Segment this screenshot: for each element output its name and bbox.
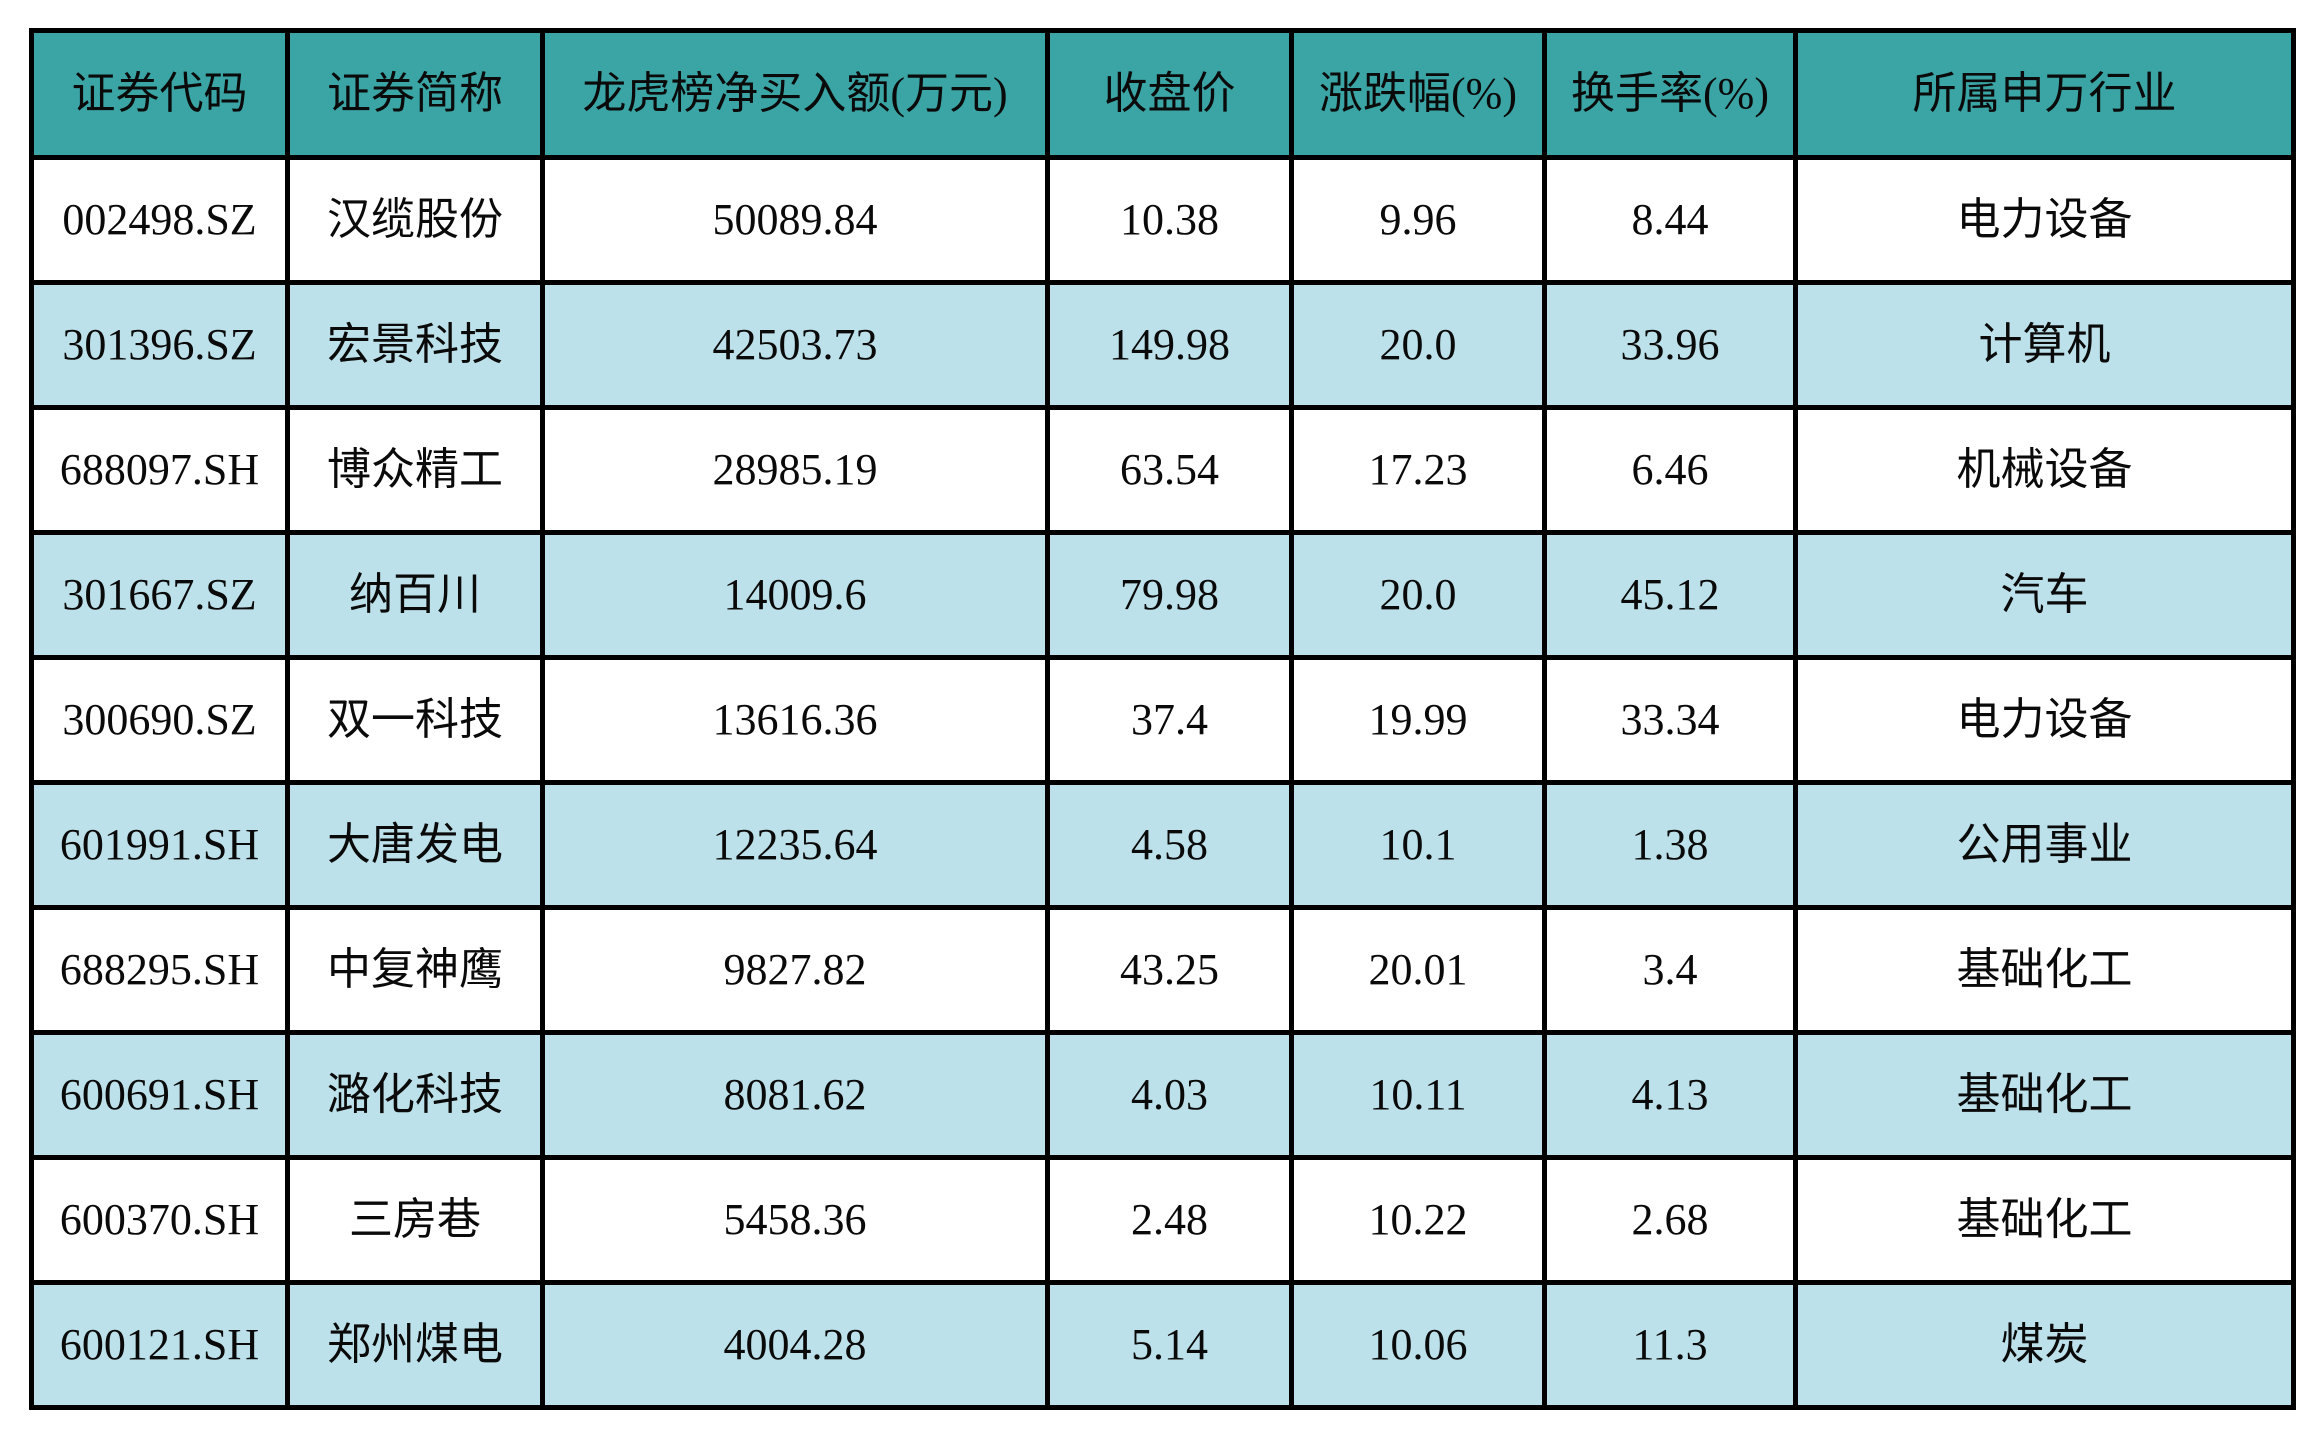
cell-close-price: 37.4: [1045, 655, 1294, 785]
cell-turnover-rate: 45.12: [1542, 530, 1798, 660]
cell-change-percent: 9.96: [1289, 155, 1547, 285]
cell-turnover-rate: 2.68: [1542, 1155, 1798, 1285]
cell-sw-industry: 机械设备: [1793, 405, 2296, 535]
cell-security-name: 宏景科技: [285, 280, 545, 410]
cell-security-name: 潞化科技: [285, 1030, 545, 1160]
cell-security-name: 汉缆股份: [285, 155, 545, 285]
cell-change-percent: 20.0: [1289, 530, 1547, 660]
cell-close-price: 5.14: [1045, 1280, 1294, 1410]
cell-change-percent: 17.23: [1289, 405, 1547, 535]
cell-security-code: 300690.SZ: [29, 655, 290, 785]
column-header-close-price: 收盘价: [1045, 28, 1294, 160]
column-header-net-buy-amount: 龙虎榜净买入额(万元): [540, 28, 1050, 160]
cell-security-name: 纳百川: [285, 530, 545, 660]
cell-change-percent: 19.99: [1289, 655, 1547, 785]
cell-security-name: 双一科技: [285, 655, 545, 785]
cell-security-name: 三房巷: [285, 1155, 545, 1285]
cell-close-price: 10.38: [1045, 155, 1294, 285]
cell-sw-industry: 煤炭: [1793, 1280, 2296, 1410]
cell-security-code: 002498.SZ: [29, 155, 290, 285]
cell-change-percent: 10.06: [1289, 1280, 1547, 1410]
table-row: 301667.SZ 纳百川 14009.6 79.98 20.0 45.12 汽车: [29, 530, 2296, 660]
cell-close-price: 43.25: [1045, 905, 1294, 1035]
cell-net-buy-amount: 13616.36: [540, 655, 1050, 785]
cell-security-name: 大唐发电: [285, 780, 545, 910]
cell-turnover-rate: 33.34: [1542, 655, 1798, 785]
table-header: 证券代码 证券简称 龙虎榜净买入额(万元) 收盘价 涨跌幅(%) 换手率(%) 所属申万行业: [29, 28, 2296, 160]
cell-security-code: 601991.SH: [29, 780, 290, 910]
cell-net-buy-amount: 50089.84: [540, 155, 1050, 285]
cell-security-code: 688295.SH: [29, 905, 290, 1035]
cell-net-buy-amount: 14009.6: [540, 530, 1050, 660]
column-header-change-percent: 涨跌幅(%): [1289, 28, 1547, 160]
cell-security-name: 博众精工: [285, 405, 545, 535]
cell-net-buy-amount: 9827.82: [540, 905, 1050, 1035]
cell-change-percent: 10.22: [1289, 1155, 1547, 1285]
cell-security-code: 301396.SZ: [29, 280, 290, 410]
header-row: 证券代码 证券简称 龙虎榜净买入额(万元) 收盘价 涨跌幅(%) 换手率(%) 所属申万行业: [29, 28, 2296, 160]
table-row: 600691.SH 潞化科技 8081.62 4.03 10.11 4.13 基础化工: [29, 1030, 2296, 1160]
table-row: 300690.SZ 双一科技 13616.36 37.4 19.99 33.34 电力设备: [29, 655, 2296, 785]
table-body: 002498.SZ 汉缆股份 50089.84 10.38 9.96 8.44 电力设备 30…: [29, 155, 2296, 1410]
cell-close-price: 149.98: [1045, 280, 1294, 410]
cell-net-buy-amount: 5458.36: [540, 1155, 1050, 1285]
cell-security-code: 600121.SH: [29, 1280, 290, 1410]
cell-sw-industry: 计算机: [1793, 280, 2296, 410]
table-row: 688097.SH 博众精工 28985.19 63.54 17.23 6.46 机械设备: [29, 405, 2296, 535]
cell-net-buy-amount: 8081.62: [540, 1030, 1050, 1160]
cell-sw-industry: 基础化工: [1793, 1030, 2296, 1160]
column-header-sw-industry: 所属申万行业: [1793, 28, 2296, 160]
cell-net-buy-amount: 4004.28: [540, 1280, 1050, 1410]
table-row: 002498.SZ 汉缆股份 50089.84 10.38 9.96 8.44 电力设备: [29, 155, 2296, 285]
cell-sw-industry: 汽车: [1793, 530, 2296, 660]
cell-security-code: 600370.SH: [29, 1155, 290, 1285]
table-row: 301396.SZ 宏景科技 42503.73 149.98 20.0 33.96 计算机: [29, 280, 2296, 410]
table-row: 601991.SH 大唐发电 12235.64 4.58 10.1 1.38 公用事业: [29, 780, 2296, 910]
cell-turnover-rate: 6.46: [1542, 405, 1798, 535]
cell-turnover-rate: 8.44: [1542, 155, 1798, 285]
cell-net-buy-amount: 12235.64: [540, 780, 1050, 910]
cell-close-price: 2.48: [1045, 1155, 1294, 1285]
cell-turnover-rate: 4.13: [1542, 1030, 1798, 1160]
table-row: 688295.SH 中复神鹰 9827.82 43.25 20.01 3.4 基础化工: [29, 905, 2296, 1035]
cell-security-name: 中复神鹰: [285, 905, 545, 1035]
cell-turnover-rate: 33.96: [1542, 280, 1798, 410]
cell-net-buy-amount: 28985.19: [540, 405, 1050, 535]
cell-turnover-rate: 3.4: [1542, 905, 1798, 1035]
cell-sw-industry: 电力设备: [1793, 655, 2296, 785]
column-header-security-name: 证券简称: [285, 28, 545, 160]
cell-close-price: 4.58: [1045, 780, 1294, 910]
column-header-turnover-rate: 换手率(%): [1542, 28, 1798, 160]
cell-sw-industry: 电力设备: [1793, 155, 2296, 285]
table-row: 600121.SH 郑州煤电 4004.28 5.14 10.06 11.3 煤炭: [29, 1280, 2296, 1410]
cell-turnover-rate: 11.3: [1542, 1280, 1798, 1410]
cell-change-percent: 10.11: [1289, 1030, 1547, 1160]
cell-turnover-rate: 1.38: [1542, 780, 1798, 910]
cell-close-price: 4.03: [1045, 1030, 1294, 1160]
table-row: 600370.SH 三房巷 5458.36 2.48 10.22 2.68 基础化工: [29, 1155, 2296, 1285]
cell-change-percent: 10.1: [1289, 780, 1547, 910]
cell-security-code: 600691.SH: [29, 1030, 290, 1160]
cell-security-code: 688097.SH: [29, 405, 290, 535]
cell-change-percent: 20.01: [1289, 905, 1547, 1035]
cell-sw-industry: 公用事业: [1793, 780, 2296, 910]
cell-sw-industry: 基础化工: [1793, 905, 2296, 1035]
dragon-tiger-list-table: 证券代码 证券简称 龙虎榜净买入额(万元) 收盘价 涨跌幅(%) 换手率(%) 所属申万行业…: [29, 28, 2296, 1410]
cell-close-price: 63.54: [1045, 405, 1294, 535]
cell-security-name: 郑州煤电: [285, 1280, 545, 1410]
column-header-security-code: 证券代码: [29, 28, 290, 160]
cell-security-code: 301667.SZ: [29, 530, 290, 660]
cell-sw-industry: 基础化工: [1793, 1155, 2296, 1285]
cell-change-percent: 20.0: [1289, 280, 1547, 410]
cell-close-price: 79.98: [1045, 530, 1294, 660]
cell-net-buy-amount: 42503.73: [540, 280, 1050, 410]
